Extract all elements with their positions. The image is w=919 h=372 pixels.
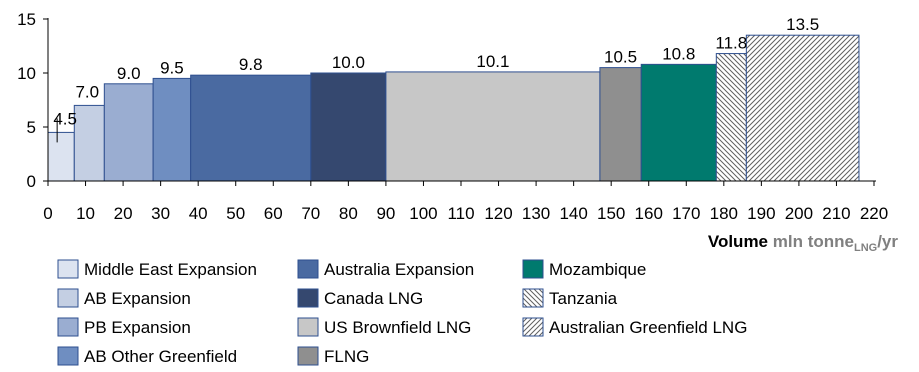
x-tick-label: 170 (672, 204, 700, 223)
x-tick-label: 90 (376, 204, 395, 223)
legend-swatch-middle-east-expansion (57, 259, 79, 279)
legend: Middle East Expansion AB Expansion PB Expa… (57, 259, 747, 366)
legend-label-ab-expansion: AB Expansion (84, 289, 191, 308)
data-label-us-brownfield-lng: 10.1 (476, 52, 509, 71)
y-tick-label: 15 (17, 10, 36, 29)
x-tick-label: 40 (189, 204, 208, 223)
x-tick-label: 180 (710, 204, 738, 223)
x-tick-label: 150 (597, 204, 625, 223)
x-tick-label: 70 (301, 204, 320, 223)
x-tick-label: 130 (522, 204, 550, 223)
data-label-australia-expansion: 9.8 (239, 55, 263, 74)
axes (43, 18, 876, 186)
x-tick-label: 120 (484, 204, 512, 223)
bar-australian-greenfield-lng (745, 34, 860, 182)
data-label-australian-greenfield-lng: 13.5 (786, 15, 819, 34)
data-label-pb-expansion: 9.0 (117, 64, 141, 83)
data-label-tanzania: 11.8 (715, 34, 747, 53)
x-tick-label: 140 (559, 204, 587, 223)
legend-label-canada-lng: Canada LNG (324, 289, 423, 308)
legend-label-middle-east-expansion: Middle East Expansion (84, 260, 257, 279)
data-label-ab-expansion: 7.0 (75, 82, 99, 101)
x-tick-label: 0 (43, 204, 52, 223)
x-tick-label: 10 (76, 204, 95, 223)
x-tick-label: 100 (409, 204, 437, 223)
x-tick-label: 30 (151, 204, 170, 223)
x-tick-label: 200 (785, 204, 813, 223)
bar-pb-expansion (103, 83, 154, 182)
legend-swatch-ab-expansion (57, 288, 79, 308)
x-tick-label: 60 (264, 204, 283, 223)
bar-mozambique (640, 63, 717, 182)
legend-label-flng: FLNG (324, 347, 369, 366)
y-tick-label: 5 (27, 118, 36, 137)
legend-label-us-brownfield-lng: US Brownfield LNG (324, 318, 471, 337)
bar-ab-other-greenfield (152, 77, 192, 182)
legend-swatch-us-brownfield-lng (297, 317, 319, 337)
data-label-mozambique: 10.8 (662, 44, 695, 63)
x-axis-title: Volume mln tonneLNG/yr (708, 232, 899, 254)
y-tick-labels: 0 5 10 15 (17, 10, 36, 191)
x-tick-label: 20 (114, 204, 133, 223)
legend-swatch-australian-greenfield-lng (522, 317, 544, 337)
bar-group (47, 34, 860, 182)
bar-ab-expansion (73, 104, 105, 182)
legend-label-mozambique: Mozambique (549, 260, 646, 279)
bar-tanzania (715, 53, 747, 182)
x-tick-label: 80 (339, 204, 358, 223)
x-tick-label: 160 (635, 204, 663, 223)
legend-label-ab-other-greenfield: AB Other Greenfield (84, 347, 237, 366)
x-tick-label: 210 (822, 204, 850, 223)
bar-flng (599, 67, 642, 182)
x-title-subscript: LNG (854, 242, 877, 254)
data-label-group: 4.5 7.0 9.0 9.5 9.8 10.0 10.1 10.5 10.8 11.8 13.5 (53, 15, 819, 128)
data-label-middle-east-expansion: 4.5 (53, 109, 77, 128)
legend-label-tanzania: Tanzania (549, 289, 618, 308)
legend-label-australian-greenfield-lng: Australian Greenfield LNG (549, 318, 747, 337)
legend-swatch-australia-expansion (297, 259, 319, 279)
x-tick-label: 110 (447, 204, 474, 223)
y-tick-label: 10 (17, 64, 36, 83)
legend-swatch-ab-other-greenfield (57, 346, 79, 366)
y-tick-label: 0 (27, 172, 36, 191)
legend-swatch-tanzania (522, 288, 544, 308)
bar-us-brownfield-lng (385, 71, 601, 182)
legend-swatch-canada-lng (297, 288, 319, 308)
legend-swatch-pb-expansion (57, 317, 79, 337)
data-label-ab-other-greenfield: 9.5 (160, 58, 184, 77)
bar-australia-expansion (190, 74, 312, 182)
legend-label-pb-expansion: PB Expansion (84, 318, 191, 337)
x-tick-label: 220 (860, 204, 888, 223)
data-label-flng: 10.5 (604, 48, 637, 67)
legend-swatch-flng (297, 346, 319, 366)
x-tick-label: 190 (747, 204, 775, 223)
legend-swatch-mozambique (522, 259, 544, 279)
x-tick-label: 50 (226, 204, 245, 223)
x-title-suffix: /yr (877, 232, 898, 251)
bar-middle-east-expansion (47, 131, 75, 182)
legend-label-australia-expansion: Australia Expansion (324, 260, 474, 279)
data-label-canada-lng: 10.0 (332, 53, 365, 72)
x-title-main: Volume (708, 232, 773, 251)
bar-canada-lng (310, 72, 387, 182)
x-tick-labels: 0 10 20 30 40 50 60 70 80 90 100 110 120 130 140 150 160… (43, 204, 888, 223)
x-title-unit: mln tonne (773, 232, 854, 251)
